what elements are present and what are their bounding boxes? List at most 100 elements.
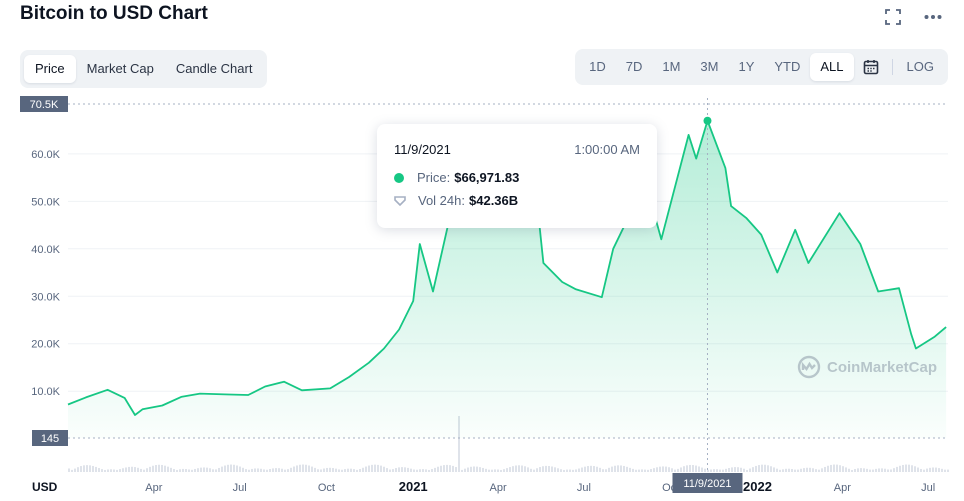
volume-bar bbox=[158, 464, 160, 472]
tab-candle-chart[interactable]: Candle Chart bbox=[175, 61, 253, 76]
volume-bar bbox=[860, 468, 862, 472]
volume-bar bbox=[218, 467, 220, 472]
volume-bar bbox=[752, 467, 754, 472]
y-tick-label: 50.0K bbox=[31, 196, 60, 208]
volume-bar bbox=[920, 468, 922, 472]
volume-bar bbox=[356, 469, 358, 472]
volume-bar bbox=[128, 466, 130, 472]
volume-bar bbox=[254, 468, 256, 472]
volume-bar bbox=[212, 469, 214, 472]
range-1d-button[interactable]: 1D bbox=[589, 59, 606, 74]
tooltip-price-label: Price: bbox=[417, 170, 451, 185]
volume-bar bbox=[683, 466, 685, 472]
tooltip-price-row: Price: $66,971.83 bbox=[394, 170, 519, 185]
volume-bar bbox=[881, 468, 883, 472]
volume-bar bbox=[122, 468, 124, 472]
range-7d-button[interactable]: 7D bbox=[625, 59, 643, 74]
volume-bar bbox=[737, 467, 739, 472]
volume-bar bbox=[512, 466, 514, 472]
volume-bar bbox=[623, 465, 625, 472]
volume-bar bbox=[509, 467, 511, 472]
x-tick-label: 2021 bbox=[399, 479, 428, 494]
volume-bar bbox=[635, 469, 637, 472]
volume-bar bbox=[422, 469, 424, 472]
coinmarketcap-logo-icon bbox=[797, 355, 821, 379]
volume-bar bbox=[98, 468, 100, 472]
volume-bar bbox=[563, 469, 565, 472]
volume-bar bbox=[236, 465, 238, 472]
volume-bar bbox=[713, 469, 715, 472]
volume-bar bbox=[143, 469, 145, 472]
y-tick-label: 40.0K bbox=[31, 244, 60, 256]
x-tick-label: Apr bbox=[145, 482, 162, 494]
volume-bar bbox=[203, 467, 205, 472]
volume-bar bbox=[242, 467, 244, 472]
volume-bar bbox=[434, 467, 436, 472]
volume-bar bbox=[827, 465, 829, 472]
volume-bar bbox=[155, 465, 157, 472]
volume-bar bbox=[644, 469, 646, 472]
volume-bar bbox=[689, 464, 691, 472]
range-1m-button[interactable]: 1M bbox=[662, 59, 681, 74]
volume-bar bbox=[593, 466, 595, 472]
volume-bar bbox=[416, 469, 418, 472]
tooltip-volume-label: Vol 24h: bbox=[418, 193, 465, 208]
volume-bar bbox=[371, 464, 373, 472]
volume-bar bbox=[266, 469, 268, 472]
volume-bar bbox=[455, 467, 457, 472]
volume-bar bbox=[305, 464, 307, 472]
volume-bar bbox=[200, 467, 202, 472]
volume-bar bbox=[581, 467, 583, 472]
fullscreen-icon[interactable] bbox=[884, 8, 902, 26]
y-tick-label: 10.0K bbox=[31, 386, 60, 398]
volume-bar bbox=[596, 466, 598, 472]
volume-bar bbox=[632, 468, 634, 472]
y-tick-label: 60.0K bbox=[31, 149, 60, 161]
log-scale-toggle[interactable]: LOG bbox=[906, 59, 934, 74]
more-icon[interactable] bbox=[924, 8, 942, 26]
volume-bar bbox=[518, 465, 520, 472]
tab-price[interactable]: Price bbox=[24, 55, 76, 83]
volume-bar bbox=[191, 469, 193, 472]
range-all-button[interactable]: ALL bbox=[810, 53, 854, 81]
volume-bar bbox=[728, 468, 730, 472]
volume-bar bbox=[809, 467, 811, 472]
volume-bar bbox=[488, 469, 490, 472]
volume-bar bbox=[698, 466, 700, 472]
volume-bar bbox=[848, 468, 850, 472]
calendar-icon[interactable] bbox=[854, 53, 888, 81]
volume-bar bbox=[206, 467, 208, 472]
volume-bar bbox=[161, 464, 163, 472]
volume-bar bbox=[785, 468, 787, 472]
volume-bar bbox=[494, 469, 496, 472]
volume-bar bbox=[578, 468, 580, 472]
range-3m-button[interactable]: 3M bbox=[700, 59, 719, 74]
range-ytd-button[interactable]: YTD bbox=[774, 59, 801, 74]
volume-icon bbox=[394, 195, 406, 206]
volume-bar bbox=[779, 469, 781, 472]
volume-bar bbox=[164, 465, 166, 472]
volume-bar bbox=[908, 464, 910, 472]
volume-bar bbox=[296, 465, 298, 472]
volume-bar bbox=[569, 469, 571, 472]
volume-bar bbox=[791, 469, 793, 472]
volume-bar bbox=[323, 468, 325, 472]
volume-bar bbox=[584, 466, 586, 472]
divider bbox=[891, 59, 893, 75]
volume-bar bbox=[545, 465, 547, 472]
volume-bar bbox=[467, 467, 469, 472]
volume-bar bbox=[278, 468, 280, 472]
range-1y-button[interactable]: 1Y bbox=[738, 59, 755, 74]
volume-bar bbox=[761, 464, 763, 472]
volume-bar bbox=[257, 468, 259, 472]
volume-bar bbox=[701, 467, 703, 472]
volume-bar bbox=[374, 464, 376, 472]
volume-bar bbox=[290, 467, 292, 472]
tab-market-cap[interactable]: Market Cap bbox=[86, 61, 154, 76]
hover-point bbox=[703, 116, 712, 125]
volume-bar bbox=[260, 468, 262, 472]
volume-bar bbox=[116, 469, 118, 472]
volume-bar bbox=[800, 468, 802, 472]
volume-bar bbox=[812, 468, 814, 472]
